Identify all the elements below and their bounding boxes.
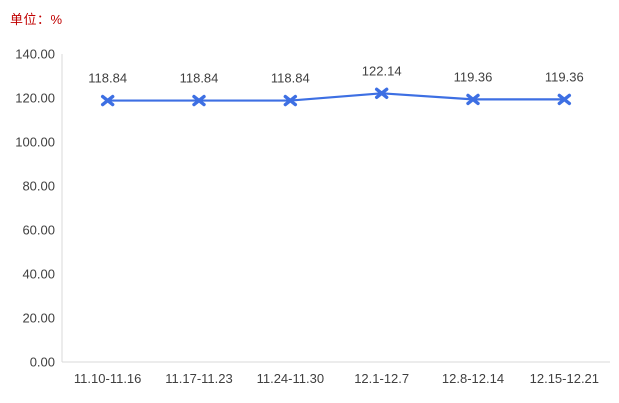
data-point-label: 118.84: [88, 71, 127, 86]
x-axis-category-label: 12.8-12.14: [442, 371, 504, 386]
y-axis-tick-label: 100.00: [15, 135, 55, 150]
series-line: [107, 92, 565, 102]
unit-label: 单位：%: [10, 12, 63, 27]
y-axis-tick-label: 0.00: [30, 355, 55, 370]
data-point-label: 118.84: [271, 71, 310, 86]
data-point-label: 119.36: [454, 69, 493, 84]
x-axis-category-label: 11.17-11.23: [165, 371, 232, 386]
x-axis-category-label: 12.1-12.7: [354, 371, 409, 386]
y-axis-tick-label: 40.00: [22, 267, 55, 282]
data-point-label: 119.36: [545, 69, 584, 84]
y-axis-tick-label: 60.00: [22, 223, 55, 238]
data-point-marker: [557, 93, 572, 106]
data-point-label: 122.14: [362, 63, 402, 78]
y-axis-tick-label: 120.00: [15, 91, 55, 106]
y-axis-tick-label: 80.00: [22, 179, 55, 194]
data-point-label: 118.84: [180, 71, 219, 86]
x-axis-category-label: 12.15-12.21: [530, 371, 599, 386]
data-point-marker: [283, 94, 298, 107]
x-axis-category-label: 11.24-11.30: [257, 371, 324, 386]
y-axis-tick-label: 140.00: [15, 47, 55, 62]
data-point-marker: [100, 94, 115, 107]
data-point-marker: [466, 93, 480, 106]
data-point-marker: [374, 87, 389, 99]
y-axis-tick-label: 20.00: [22, 311, 55, 326]
x-axis-category-label: 11.10-11.16: [74, 371, 141, 386]
data-point-marker: [192, 94, 206, 107]
